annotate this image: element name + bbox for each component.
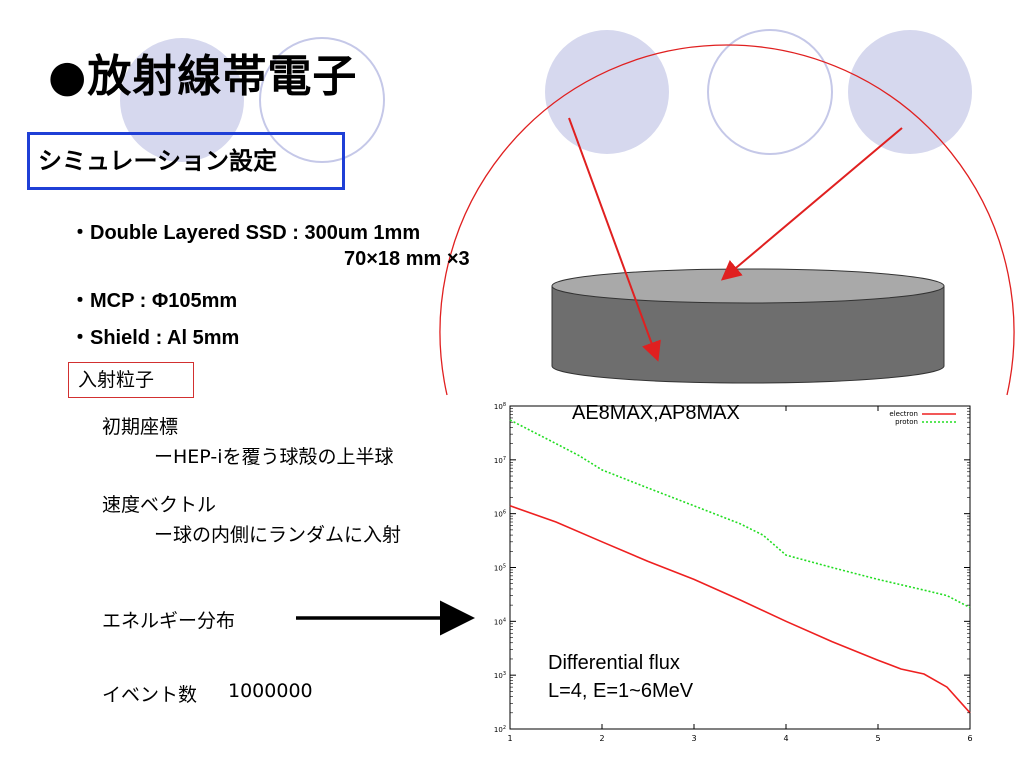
x-tick-label: 3 <box>691 734 696 743</box>
y-tick-label: 106 <box>494 510 506 519</box>
hemisphere-arc <box>439 44 1015 396</box>
y-tick-label: 103 <box>494 671 506 680</box>
spec-ssd: ・Double Layered SSD : 300um 1mm <box>70 222 421 244</box>
incident-particle-arrow <box>568 117 661 362</box>
spec-ssd-size: 70×18 mm ×3 <box>344 248 470 270</box>
x-tick-label: 6 <box>967 734 972 743</box>
series-line-proton <box>509 419 971 609</box>
energy-distribution-label: エネルギー分布 <box>102 610 236 632</box>
y-tick-label: 104 <box>494 617 506 626</box>
simulation-settings-heading: シミュレーション設定 <box>27 132 345 190</box>
y-tick-label: 102 <box>494 725 506 734</box>
x-tick-label: 5 <box>875 734 880 743</box>
initial-coords-heading: 初期座標 <box>102 416 179 438</box>
radiation-model-label: AE8MAX,AP8MAX <box>572 402 740 424</box>
legend-label-proton: proton <box>895 418 918 426</box>
x-tick-label: 1 <box>507 734 512 743</box>
series-line-electron <box>509 505 971 714</box>
circle-decoration <box>120 38 244 162</box>
event-count-label: イベント数 <box>102 684 198 706</box>
circle-decoration-outline <box>259 37 385 163</box>
velocity-detail: ー球の内側にランダムに入射 <box>154 524 402 546</box>
event-count-value: 1000000 <box>228 680 313 702</box>
flux-label-line1: Differential flux <box>548 652 680 674</box>
x-tick-label: 2 <box>599 734 604 743</box>
y-tick-label: 105 <box>494 564 506 573</box>
chart-plot-frame <box>509 405 971 730</box>
circle-decoration-outline <box>707 29 833 155</box>
spec-shield: ・Shield : Al 5mm <box>70 327 240 349</box>
velocity-heading: 速度ベクトル <box>102 494 217 516</box>
initial-coords-detail: ーHEP-iを覆う球殻の上半球 <box>154 446 394 468</box>
legend-label-electron: electron <box>889 410 918 418</box>
slide-title: ●放射線帯電子 <box>48 51 358 102</box>
circle-decoration <box>848 30 972 154</box>
spec-mcp: ・MCP : Φ105mm <box>70 290 238 312</box>
incident-particle-arrow <box>720 127 903 281</box>
flux-label-line2: L=4, E=1~6MeV <box>548 680 694 702</box>
y-tick-label: 108 <box>494 402 506 411</box>
incident-particle-label: 入射粒子 <box>68 362 194 398</box>
x-tick-label: 4 <box>783 734 788 743</box>
y-tick-label: 107 <box>494 456 506 465</box>
flux-chart: 1 2 3 4 5 6 102 103 104 105 106 107 108 electronprot… <box>494 402 973 743</box>
circle-decoration <box>545 30 669 154</box>
cylinder-top <box>551 268 945 304</box>
